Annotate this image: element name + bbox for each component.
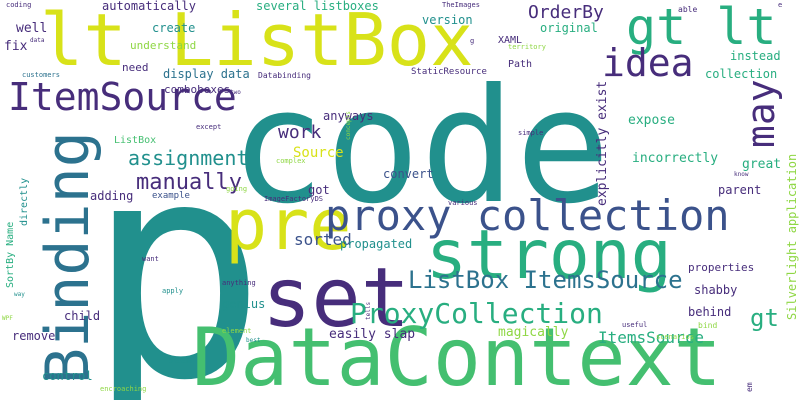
word-gt-lt: gt lt (626, 0, 777, 56)
word-adding: adding (90, 189, 134, 203)
word-create: create (152, 21, 196, 35)
word-fix: fix (4, 39, 28, 54)
word-itemssource: ItemsSource (598, 328, 704, 347)
word-databinding: Databinding (258, 71, 311, 80)
word-going: going (226, 185, 248, 193)
word-manually: manually (136, 170, 242, 195)
word-apply: apply (162, 287, 184, 295)
word-instead: instead (730, 49, 781, 63)
word-em: em (745, 382, 754, 392)
word-itemsource: ItemSource (8, 75, 237, 119)
word-various: various (448, 199, 478, 207)
word-great: great (742, 157, 782, 172)
word-lt-listbox: lt ListBox (40, 0, 474, 82)
word-wpf: WPF (2, 315, 13, 322)
word-genius: genius (222, 297, 266, 311)
word-collection: collection (705, 67, 778, 81)
word-idea: idea (602, 41, 694, 85)
word-imagefactoryds: ImageFactoryDS (264, 195, 324, 203)
word-display-data: display data (163, 67, 250, 81)
word-datacontext: DataContext (192, 311, 722, 400)
word-path: Path (508, 59, 533, 70)
word-listbox: ListBox (114, 135, 157, 146)
word-set: set (262, 251, 411, 346)
word-orderby: OrderBy (528, 2, 604, 23)
word-seem: seem (168, 355, 193, 366)
word-automatically: automatically (102, 0, 196, 13)
word-properties: properties (688, 261, 755, 274)
word-understand: understand (130, 39, 197, 52)
word-encroaching: encroaching (100, 385, 147, 393)
word-several-listboxes: several listboxes (256, 0, 379, 13)
word-control: control (42, 369, 93, 383)
word-explicitly-exist: explicitly exist (595, 80, 610, 206)
word-anyways: anyways (323, 109, 374, 123)
word-useful: useful (622, 321, 648, 329)
word-need: need (122, 61, 149, 74)
word-tells: tells (365, 301, 372, 320)
word-example: example (152, 191, 190, 201)
word-expose: expose (628, 113, 675, 128)
word-work: work (278, 122, 322, 143)
word-anything: anything (222, 279, 256, 287)
word-coding: coding (6, 1, 32, 9)
word-xaml: XAML (498, 35, 523, 46)
word-listbox-itemssource: ListBox ItemsSource (408, 266, 683, 294)
word-pre: pre (225, 184, 352, 266)
word-data: data (30, 37, 45, 44)
word-e: e (778, 1, 783, 9)
word-behind: behind (688, 305, 732, 319)
word-directly: directly (19, 177, 30, 226)
word-assignment: assignment (128, 146, 249, 170)
word-customers: customers (22, 71, 60, 79)
word-g: g (470, 37, 475, 45)
word-concepts: concepts (345, 111, 352, 140)
word-incorrectly: incorrectly (632, 151, 719, 166)
word-binding: Binding (33, 131, 103, 384)
word-version: version (422, 13, 473, 27)
word-comboboxes: comboboxes (164, 83, 231, 96)
word-want: want (142, 255, 159, 263)
word-sortby-name: SortBy Name (5, 221, 16, 288)
word-code: code (230, 55, 611, 239)
word-child: child (64, 309, 101, 323)
word-source: Source (293, 145, 344, 161)
word-bind: bind (698, 321, 718, 330)
word-convert: convert (383, 167, 434, 181)
word-able: able (678, 5, 698, 14)
word-simple: simple (518, 129, 544, 137)
word-scenarios: scenarios (656, 333, 694, 341)
word-way: way (14, 291, 25, 298)
word-best: best (246, 337, 261, 344)
word-may: may (739, 79, 783, 148)
word-original: original (540, 21, 598, 35)
word-easily-slap: easily slap (329, 327, 416, 342)
word-complex: complex (276, 157, 306, 165)
word-p: p (86, 97, 267, 400)
word-propagated: propagated (340, 237, 413, 251)
word-except: except (196, 123, 222, 131)
word-silverlight-application: Silverlight application (785, 153, 799, 320)
word-remove: remove (12, 329, 56, 343)
word-strong: strong (426, 216, 672, 295)
word-element: element (222, 327, 252, 335)
word-sorted: sorted (294, 230, 352, 249)
word-well: well (16, 21, 48, 36)
word-gt: gt (750, 304, 779, 332)
word-parent: parent (718, 183, 762, 197)
word-theimages: TheImages (442, 1, 480, 9)
word-got: got (308, 183, 330, 197)
word-territory: territory (508, 43, 546, 51)
word-staticresource: StaticResource (411, 67, 487, 77)
word-two: two (230, 89, 241, 96)
word-know: know (734, 171, 749, 178)
word-proxycollection: ProxyCollection (350, 297, 603, 330)
word-shabby: shabby (694, 283, 738, 297)
word-magically: magically (498, 325, 569, 340)
word-proxy-collection: proxy collection (325, 191, 730, 240)
